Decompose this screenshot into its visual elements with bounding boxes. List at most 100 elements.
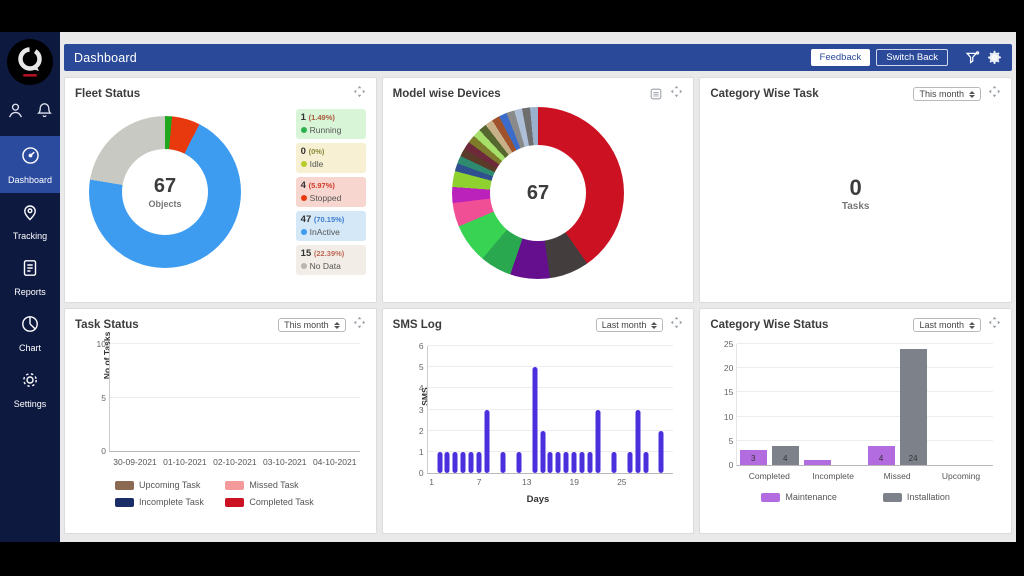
speedometer-icon [20,145,41,171]
sms-bar[interactable] [452,451,458,473]
panel-category-task: Category Wise Task This month 0 Tasks [699,77,1012,303]
bell-icon[interactable] [35,101,54,120]
sms-bar[interactable] [547,451,553,473]
switch-back-button[interactable]: Switch Back [876,49,948,66]
select-arrows-icon [333,321,340,329]
sidebar-item-label: Tracking [12,231,48,241]
category-status-legend: Maintenance Installation [710,492,1001,502]
sidebar-item-label: Dashboard [7,175,53,185]
panel-title: SMS Log [392,319,442,331]
feedback-button[interactable]: Feedback [810,49,871,66]
logo[interactable] [7,39,53,85]
task-count-label: Tasks [841,200,870,212]
sms-bar[interactable] [468,451,474,473]
sms-bar[interactable] [540,430,546,473]
move-icon[interactable] [353,85,366,103]
panel-sms-log: SMS Log Last month SMS 0 1 2 3 4 5 6 1 7 13 19 25 D… [381,308,695,534]
sidebar-item-dashboard[interactable]: Dashboard [0,136,60,193]
category-status-chart[interactable]: 0 5 10 15 20 25 Completed 3 4 Incomplete Missed 4 24… [724,339,993,481]
legend-item[interactable]: Missed Task [225,480,325,490]
panel-title: Model wise Devices [392,88,501,100]
panel-title: Fleet Status [75,88,141,100]
x-axis-label: Days [526,494,550,505]
sidebar-item-settings[interactable]: Settings [0,361,60,417]
category-status-bar[interactable]: 4 [867,445,895,465]
sidebar-item-label: Reports [14,287,46,297]
fleet-status-donut-chart[interactable]: 67 Objects [89,116,241,268]
sms-bar[interactable] [500,451,506,473]
fleet-total-label: Objects [148,199,182,209]
sms-bar[interactable] [563,451,569,473]
logo-wordmark [23,74,37,77]
sms-bar[interactable] [555,451,561,473]
sms-bar[interactable] [587,451,593,473]
sms-bar[interactable] [643,451,649,473]
panel-title: Task Status [75,319,139,331]
select-arrows-icon [968,90,975,98]
sms-bar[interactable] [484,409,490,473]
sms-bar[interactable] [595,409,601,473]
legend-item[interactable]: Maintenance [761,492,837,502]
sms-bar[interactable] [658,430,664,473]
fleet-legend-item: 1 (1.49%) Running [295,109,366,139]
fleet-legend-item: 4 (5.97%) Stopped [295,177,366,207]
app-window: Dashboard Tracking Reports Chart Settings Da… [0,32,1016,542]
move-icon[interactable] [353,316,366,334]
sms-bar[interactable] [635,409,641,473]
sidebar-item-tracking[interactable]: Tracking [0,193,60,249]
range-select[interactable]: Last month [595,318,664,332]
filter-icon[interactable] [965,50,980,65]
legend-item[interactable]: Upcoming Task [115,480,215,490]
sms-bar[interactable] [571,451,577,473]
range-select[interactable]: This month [913,87,981,101]
legend-item[interactable]: Completed Task [225,497,325,507]
sidebar-item-reports[interactable]: Reports [0,249,60,305]
sms-bar[interactable] [532,367,538,473]
sms-bar[interactable] [627,451,633,473]
sms-bar[interactable] [611,451,617,473]
panel-fleet-status: Fleet Status 67 Objects 1 (1.49%) Running… [64,77,377,303]
panel-model-devices: Model wise Devices 67 [381,77,695,303]
sms-bar[interactable] [476,451,482,473]
fleet-legend-item: 47 (70.15%) InActive [295,211,366,241]
user-icon[interactable] [6,101,25,120]
report-icon [20,258,40,283]
move-icon[interactable] [670,316,683,334]
category-status-bar[interactable]: 4 [771,445,799,465]
task-status-chart[interactable]: 0 5 10 30-09-2021 01-10-2021 02-10-2021 03-10-… [97,339,360,467]
sms-bar[interactable] [444,451,450,473]
sms-log-chart[interactable]: 0 1 2 3 4 5 6 1 7 13 19 25 [419,341,674,487]
sidebar: Dashboard Tracking Reports Chart Settings [0,32,60,542]
sidebar-nav: Dashboard Tracking Reports Chart Settings [0,136,60,417]
sms-bar[interactable] [460,451,466,473]
category-status-bar[interactable]: 3 [739,450,767,465]
category-status-bar[interactable]: 24 [899,348,927,465]
sms-bar[interactable] [579,451,585,473]
settings-gear-icon[interactable] [987,50,1002,65]
model-total: 67 [526,181,550,204]
task-status-legend: Upcoming Task Missed Task Incomplete Task C… [75,480,366,507]
panel-task-status: Task Status This month No of Tasks 0 5 10 3… [64,308,377,534]
move-icon[interactable] [988,85,1001,103]
category-status-bar[interactable] [803,460,831,465]
export-menu-icon[interactable] [649,87,663,101]
sms-bar[interactable] [516,451,522,473]
task-count: 0 [849,174,862,200]
sidebar-quick-icons [6,101,54,120]
panel-title: Category Wise Task [710,88,819,100]
move-icon[interactable] [988,316,1001,334]
range-select[interactable]: This month [278,318,346,332]
legend-item[interactable]: Incomplete Task [115,497,215,507]
range-select[interactable]: Last month [913,318,981,332]
move-icon[interactable] [670,85,683,103]
main-content: Dashboard Feedback Switch Back Fleet St [60,32,1016,542]
model-devices-donut-chart[interactable]: 67 [451,107,624,279]
select-arrows-icon [968,321,975,329]
sms-bar[interactable] [437,451,443,473]
legend-item[interactable]: Installation [882,492,950,502]
panel-title: Category Wise Status [710,319,829,331]
sidebar-item-chart[interactable]: Chart [0,305,60,361]
category-task-summary: 0 Tasks [710,103,1001,283]
select-arrows-icon [651,321,658,329]
